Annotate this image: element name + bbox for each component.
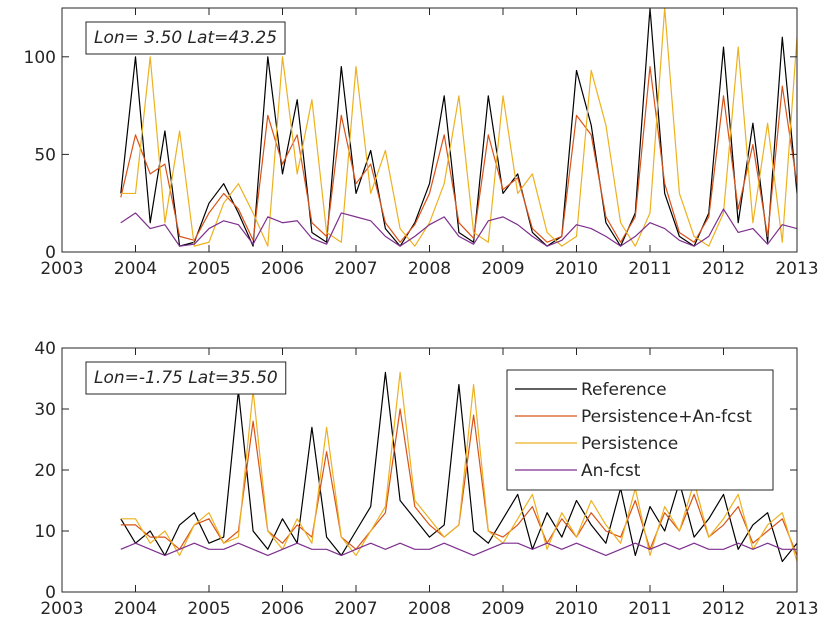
x-tick-label: 2008 — [408, 259, 451, 279]
annotation: Lon= 3.50 Lat=43.25 — [94, 28, 277, 48]
annotation: Lon=-1.75 Lat=35.50 — [94, 368, 278, 388]
series-line — [120, 65, 797, 243]
x-tick-label: 2003 — [40, 599, 83, 619]
annotation-box — [85, 361, 287, 395]
series-line — [120, 371, 797, 562]
x-tick-label: 2011 — [628, 259, 671, 279]
y-tick-label: 20 — [34, 461, 56, 481]
y-tick-label: 10 — [34, 522, 56, 542]
x-tick-label: 2006 — [261, 259, 304, 279]
legend-label: Persistence+An-fcst — [581, 407, 752, 427]
legend-label: An-fcst — [581, 461, 641, 481]
legend-label: Persistence — [581, 434, 678, 454]
legend-label: Reference — [581, 380, 667, 400]
series-line — [120, 542, 797, 556]
x-tick-label: 2007 — [334, 259, 377, 279]
x-tick-label: 2010 — [555, 259, 598, 279]
x-tick-label: 2004 — [114, 599, 157, 619]
x-tick-label: 2013 — [775, 599, 818, 619]
x-tick-label: 2003 — [40, 259, 83, 279]
y-tick-label: 50 — [34, 145, 56, 165]
x-tick-label: 2012 — [702, 599, 745, 619]
x-tick-label: 2009 — [481, 599, 524, 619]
x-tick-label: 2005 — [187, 599, 230, 619]
x-tick-label: 2004 — [114, 259, 157, 279]
x-tick-label: 2008 — [408, 599, 451, 619]
x-tick-label: 2010 — [555, 599, 598, 619]
y-tick-label: 30 — [34, 400, 56, 420]
y-tick-label: 40 — [34, 339, 56, 359]
annotation-box — [85, 21, 286, 55]
x-tick-label: 2013 — [775, 259, 818, 279]
plot-area — [120, 8, 797, 247]
y-tick-label: 0 — [45, 243, 56, 263]
x-tick-label: 2009 — [481, 259, 524, 279]
series-line — [120, 8, 797, 247]
series-line — [120, 371, 797, 563]
x-tick-label: 2012 — [702, 259, 745, 279]
y-tick-label: 0 — [45, 583, 56, 603]
x-tick-label: 2011 — [628, 599, 671, 619]
x-tick-label: 2005 — [187, 259, 230, 279]
y-tick-label: 100 — [24, 48, 56, 68]
x-tick-label: 2006 — [261, 599, 304, 619]
series-line — [120, 208, 797, 247]
x-tick-label: 2007 — [334, 599, 377, 619]
plot-area — [120, 371, 797, 563]
